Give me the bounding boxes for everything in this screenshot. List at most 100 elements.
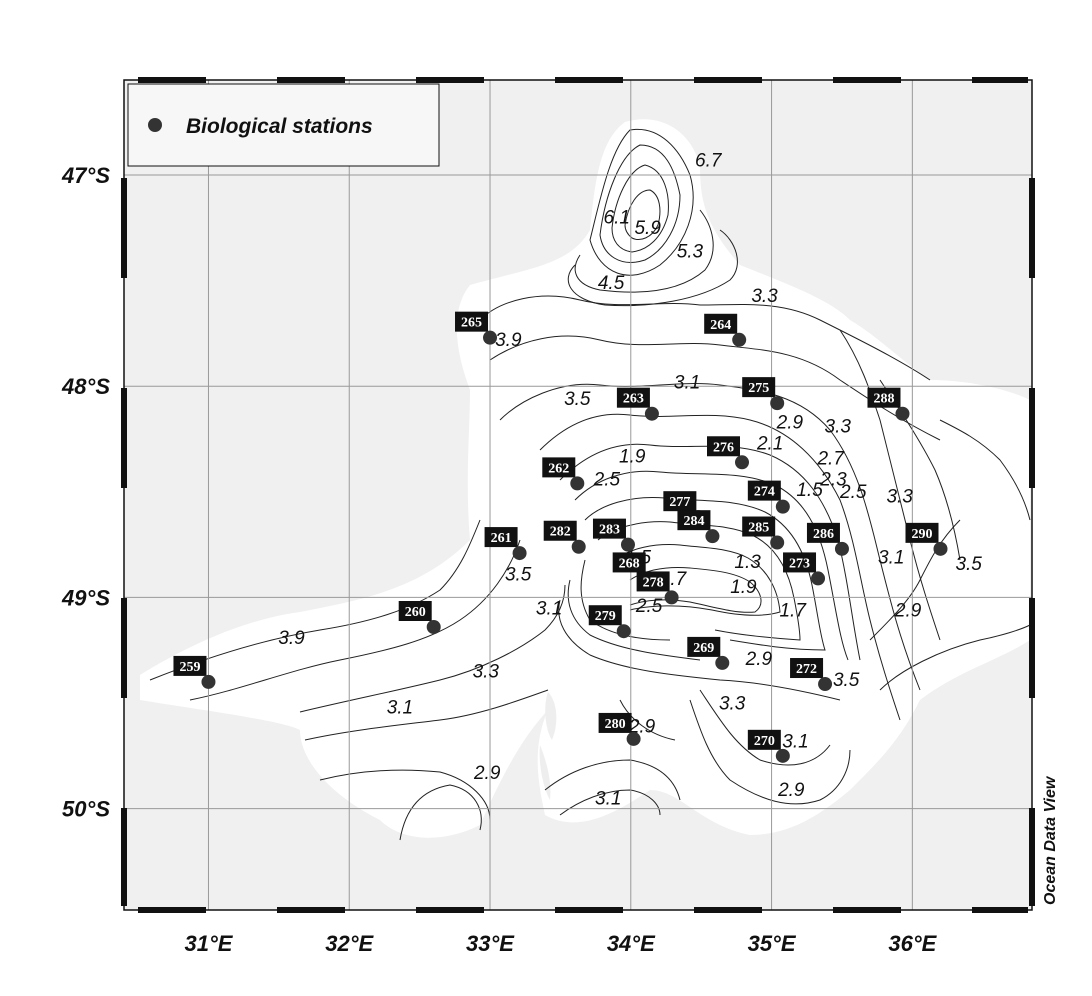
station-label-box (677, 510, 711, 531)
longitude-tick-label: 36°E (888, 931, 937, 956)
frame-dash-top (416, 77, 484, 83)
contour-value-label: 3.3 (886, 486, 913, 507)
station-label: 283 (599, 523, 620, 538)
station-label-box (598, 712, 632, 733)
contour-value-label: 3.5 (955, 554, 982, 575)
latitude-tick-label: 48°S (61, 374, 110, 399)
contour-value-label: 2.3 (819, 469, 847, 490)
station-277[interactable]: 277 (663, 491, 706, 525)
station-label: 262 (548, 461, 569, 476)
frame-dash-right (1029, 388, 1035, 488)
station-label: 278 (643, 575, 664, 590)
frame-dash-top (277, 77, 345, 83)
contour-value-label: 2.9 (776, 412, 804, 433)
contour-value-label: 2.9 (894, 600, 922, 621)
station-label: 280 (605, 717, 626, 732)
contour-value-label: 6.1 (604, 208, 630, 229)
contour-value-label: 2.9 (777, 780, 805, 801)
station-276[interactable]: 276 (707, 436, 750, 470)
latitude-tick-label: 49°S (61, 585, 110, 610)
station-285[interactable]: 285 (742, 516, 785, 550)
latitude-tick-label: 47°S (61, 163, 110, 188)
station-286[interactable]: 286 (806, 522, 849, 556)
station-marker-icon (735, 455, 750, 470)
contour-value-label: 3.1 (595, 788, 621, 809)
station-label-box (592, 518, 626, 539)
station-label: 264 (710, 318, 731, 333)
longitude-tick-label: 32°E (325, 931, 374, 956)
frame-dash-left (121, 598, 127, 698)
station-label-box (663, 491, 697, 512)
station-283[interactable]: 283 (592, 518, 635, 552)
station-marker-icon (644, 406, 659, 421)
station-262[interactable]: 262 (542, 457, 585, 491)
contour-value-label: 6.7 (695, 151, 723, 172)
station-274[interactable]: 274 (747, 480, 790, 514)
contour-value-label: 1.9 (619, 446, 646, 467)
station-278[interactable]: 278 (636, 571, 679, 605)
station-280[interactable]: 280 (598, 712, 641, 746)
contour-value-label: 5.9 (634, 218, 661, 239)
station-marker-icon (626, 731, 641, 746)
station-label: 279 (595, 609, 616, 624)
station-marker-icon (426, 619, 441, 634)
station-282[interactable]: 282 (543, 520, 586, 554)
station-275[interactable]: 275 (742, 377, 785, 411)
station-label: 277 (669, 495, 690, 510)
station-label-box (867, 387, 901, 408)
station-270[interactable]: 270 (747, 729, 790, 763)
station-272[interactable]: 272 (790, 658, 833, 692)
station-263[interactable]: 263 (616, 387, 659, 421)
contour-value-label: 3.3 (751, 286, 778, 307)
contour-value-label: 3.9 (278, 628, 305, 649)
station-label-box (398, 600, 432, 621)
station-label-box (687, 636, 721, 657)
frame-dash-top (555, 77, 623, 83)
frame-dash-left (121, 178, 127, 278)
station-284[interactable]: 284 (677, 510, 720, 544)
station-label-box (542, 457, 576, 478)
station-label-box (783, 552, 817, 573)
station-marker-icon (818, 677, 833, 692)
station-260[interactable]: 260 (398, 600, 441, 634)
frame-dash-bottom (972, 907, 1028, 913)
station-290[interactable]: 290 (905, 522, 948, 556)
station-label: 269 (693, 641, 714, 656)
station-label: 288 (873, 392, 894, 407)
station-label: 282 (550, 525, 571, 540)
station-264[interactable]: 264 (704, 313, 747, 347)
station-label-box (806, 522, 840, 543)
latitude-tick-label: 50°S (62, 797, 110, 822)
contour-value-label: 3.3 (719, 693, 746, 714)
contour-value-label: 3.3 (473, 662, 500, 683)
station-259[interactable]: 259 (173, 655, 216, 689)
station-marker-icon (705, 529, 720, 544)
frame-dash-top (833, 77, 901, 83)
station-marker-icon (775, 499, 790, 514)
contour-value-label: 2.9 (745, 649, 773, 670)
station-label: 259 (179, 660, 200, 675)
latitude-labels: 47°S 48°S 49°S 50°S (61, 163, 110, 822)
station-288[interactable]: 288 (867, 387, 910, 421)
station-label: 272 (796, 662, 817, 677)
station-label-box (790, 658, 824, 679)
station-marker-icon (571, 539, 586, 554)
station-label: 276 (713, 440, 734, 455)
contour-value-label: 2.9 (473, 763, 501, 784)
station-label: 286 (813, 527, 834, 542)
station-marker-icon (811, 571, 826, 586)
station-label: 284 (683, 514, 704, 529)
station-label: 274 (754, 485, 775, 500)
station-261[interactable]: 261 (484, 527, 527, 561)
longitude-tick-label: 35°E (748, 931, 797, 956)
station-273[interactable]: 273 (783, 552, 826, 586)
station-279[interactable]: 279 (588, 605, 631, 639)
station-label: 265 (461, 316, 482, 331)
station-269[interactable]: 269 (687, 636, 730, 670)
contour-value-label: 3.5 (833, 670, 860, 691)
station-265[interactable]: 265 (455, 311, 498, 345)
legend-box (127, 83, 440, 167)
ocean-data-view-credit: Ocean Data View (1042, 775, 1059, 905)
